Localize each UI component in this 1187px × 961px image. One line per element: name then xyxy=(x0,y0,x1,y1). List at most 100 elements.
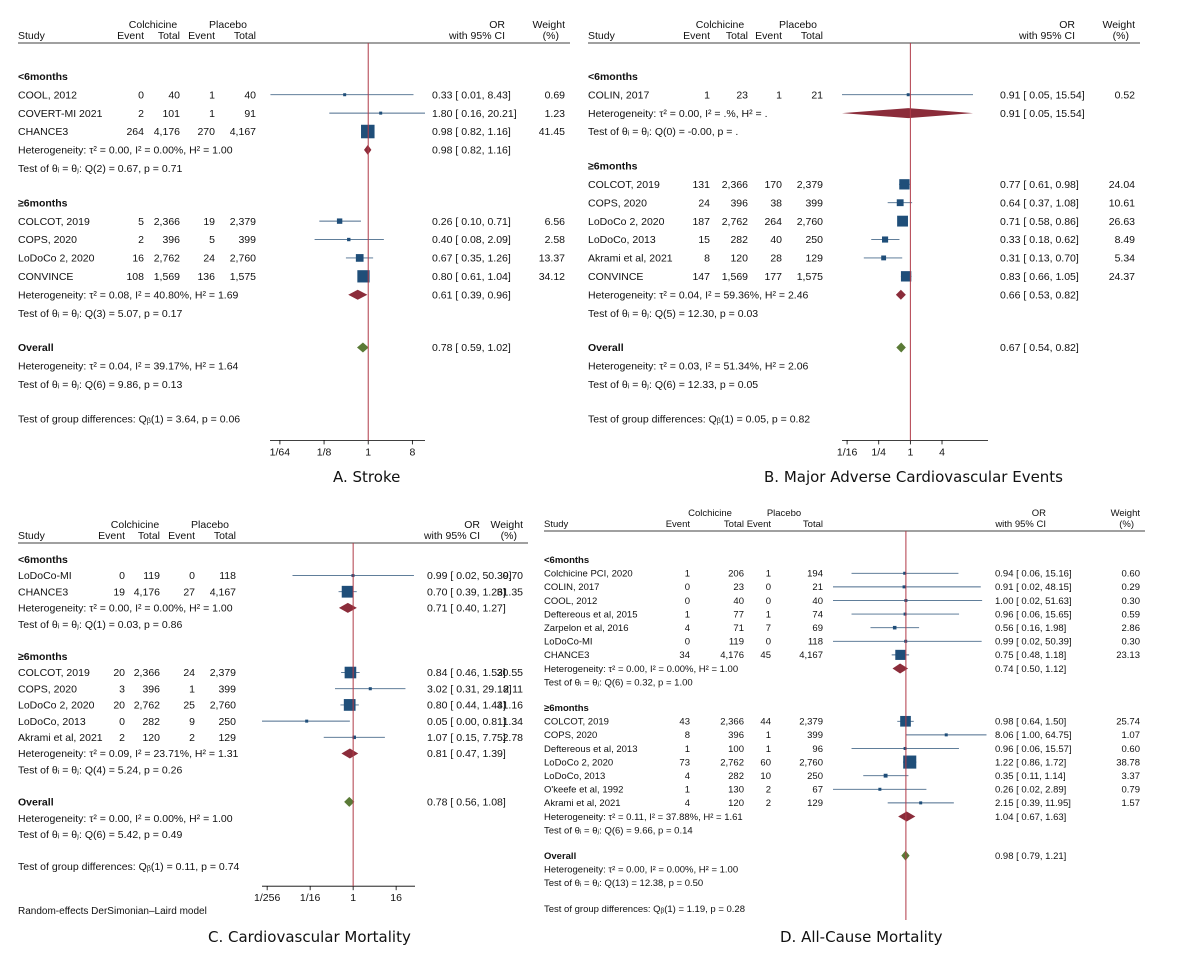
weight-value: 0.52 xyxy=(1115,89,1136,101)
homogeneity-test: Test of θᵢ = θⱼ: Q(6) = 0.32, p = 1.00 xyxy=(544,677,693,688)
forest-plot-mace: Colchicine Placebo Study Event Total Event Tot… xyxy=(580,0,1187,460)
forest-plot-cv-mortality-svg: Colchicine Placebo Study Event Total Event Tot… xyxy=(18,519,528,917)
x-tick-label: 8 xyxy=(409,446,415,458)
colchicine-total: 396 xyxy=(728,730,744,741)
or-ci-value: 0.33 [ 0.01, 8.43] xyxy=(432,89,511,101)
placebo-events: 24 xyxy=(183,667,195,679)
overall-homogeneity-test: Test of θᵢ = θⱼ: Q(6) = 12.33, p = 0.05 xyxy=(588,379,758,391)
or-ci-value: 0.99 [ 0.02, 50.39] xyxy=(995,637,1072,648)
overall-or-ci: 0.78 [ 0.59, 1.02] xyxy=(432,342,511,354)
placebo-events: 0 xyxy=(189,570,195,582)
or-ci-value: 0.98 [ 0.64, 1.50] xyxy=(995,717,1066,728)
study-name: Deftereous et al, 2015 xyxy=(544,609,637,620)
weight-unit: (%) xyxy=(1119,519,1134,530)
weight-value: 24.37 xyxy=(1109,271,1135,283)
weight-value: 23.13 xyxy=(1116,650,1140,661)
colchicine-events: 4 xyxy=(685,771,690,782)
weight-unit: (%) xyxy=(501,530,517,542)
placebo-total: 399 xyxy=(805,197,823,209)
placebo-total: 250 xyxy=(218,716,236,728)
colchicine-events: 2 xyxy=(138,234,144,246)
placebo-total: 399 xyxy=(238,234,256,246)
weight-unit: (%) xyxy=(543,30,559,42)
colchicine-total: 206 xyxy=(728,569,744,580)
colchicine-events: 20 xyxy=(113,667,125,679)
colchicine-header: Colchicine xyxy=(129,19,178,31)
placebo-total: 4,167 xyxy=(210,586,236,598)
placebo-total: 118 xyxy=(808,637,823,648)
colchicine-events: 8 xyxy=(685,730,690,741)
placebo-events: 25 xyxy=(183,700,195,712)
colchicine-events: 1 xyxy=(685,785,690,796)
placebo-events: 1 xyxy=(209,108,215,120)
study-name: COOL, 2012 xyxy=(18,89,77,101)
x-tick-label: 1/256 xyxy=(254,892,280,904)
weight-value: 0.59 xyxy=(1122,609,1141,620)
placebo-events: 1 xyxy=(766,609,771,620)
subgroup-or-ci: 0.91 [ 0.05, 15.54] xyxy=(1000,108,1085,120)
overall-diamond xyxy=(344,796,355,807)
colchicine-total: 282 xyxy=(142,716,160,728)
or-header: OR xyxy=(1059,19,1075,31)
heterogeneity-text: Heterogeneity: τ² = 0.00, I² = .%, H² = … xyxy=(588,108,768,120)
x-tick-label: 1/16 xyxy=(837,446,858,458)
placebo-total: 2,379 xyxy=(210,667,236,679)
study-name: Colchicine PCI, 2020 xyxy=(544,569,633,580)
study-box xyxy=(903,755,917,769)
placebo-total-header: Total xyxy=(234,30,256,42)
colchicine-events: 43 xyxy=(679,717,690,728)
placebo-total: 91 xyxy=(244,108,256,120)
or-ci-value: 8.06 [ 1.00, 64.75] xyxy=(995,730,1072,741)
weight-value: 3.37 xyxy=(1122,771,1141,782)
study-box xyxy=(902,585,906,589)
weight-value: 26.63 xyxy=(1109,216,1135,228)
caption-mace: B. Major Adverse Cardiovascular Events xyxy=(764,468,1063,486)
subgroup-label: ≥6months xyxy=(544,703,589,714)
overall-label: Overall xyxy=(18,797,54,809)
subgroup-label: ≥6months xyxy=(18,651,68,663)
placebo-events: 7 xyxy=(766,623,771,634)
colchicine-total: 23 xyxy=(733,582,744,593)
study-box xyxy=(896,199,904,207)
placebo-events: 27 xyxy=(183,586,195,598)
weight-value: 0.79 xyxy=(1122,785,1141,796)
placebo-events: 5 xyxy=(209,234,215,246)
colchicine-total: 4,176 xyxy=(134,586,160,598)
ci-header: with 95% CI xyxy=(448,30,505,42)
study-box xyxy=(899,179,910,190)
or-ci-value: 0.31 [ 0.13, 0.70] xyxy=(1000,253,1079,265)
study-box xyxy=(878,787,882,791)
x-tick-label: 4 xyxy=(939,446,945,458)
heterogeneity-text: Heterogeneity: τ² = 0.04, I² = 59.36%, H… xyxy=(588,289,809,301)
placebo-events: 136 xyxy=(197,271,215,283)
subgroup-or-ci: 0.81 [ 0.47, 1.39] xyxy=(427,748,506,760)
study-box xyxy=(900,271,912,282)
colchicine-total: 396 xyxy=(730,197,748,209)
colchicine-total-header: Total xyxy=(158,30,180,42)
placebo-events: 1 xyxy=(766,569,771,580)
placebo-total: 2,379 xyxy=(797,179,823,191)
placebo-event-header: Event xyxy=(747,519,772,530)
colchicine-events: 4 xyxy=(685,623,690,634)
heterogeneity-text: Heterogeneity: τ² = 0.08, I² = 40.80%, H… xyxy=(18,289,239,301)
weight-value: 6.56 xyxy=(545,216,566,228)
placebo-header: Placebo xyxy=(191,519,229,531)
placebo-total: 2,760 xyxy=(799,757,823,768)
colchicine-total: 282 xyxy=(728,771,744,782)
colchicine-total: 396 xyxy=(162,234,180,246)
placebo-events: 40 xyxy=(770,234,782,246)
study-name: CHANCE3 xyxy=(18,126,68,138)
colchicine-events: 19 xyxy=(113,586,125,598)
placebo-events: 1 xyxy=(776,89,782,101)
weight-value: 2.86 xyxy=(1122,623,1141,634)
placebo-events: 24 xyxy=(203,253,215,265)
or-ci-value: 1.07 [ 0.15, 7.75] xyxy=(427,732,506,744)
study-box xyxy=(882,236,889,243)
study-header: Study xyxy=(544,519,569,530)
study-name: COPS, 2020 xyxy=(544,730,597,741)
placebo-total: 40 xyxy=(244,89,256,101)
or-ci-value: 0.91 [ 0.05, 15.54] xyxy=(1000,89,1085,101)
placebo-total: 21 xyxy=(812,582,823,593)
study-name: LoDoCo 2, 2020 xyxy=(588,216,665,228)
study-name: COPS, 2020 xyxy=(588,197,647,209)
